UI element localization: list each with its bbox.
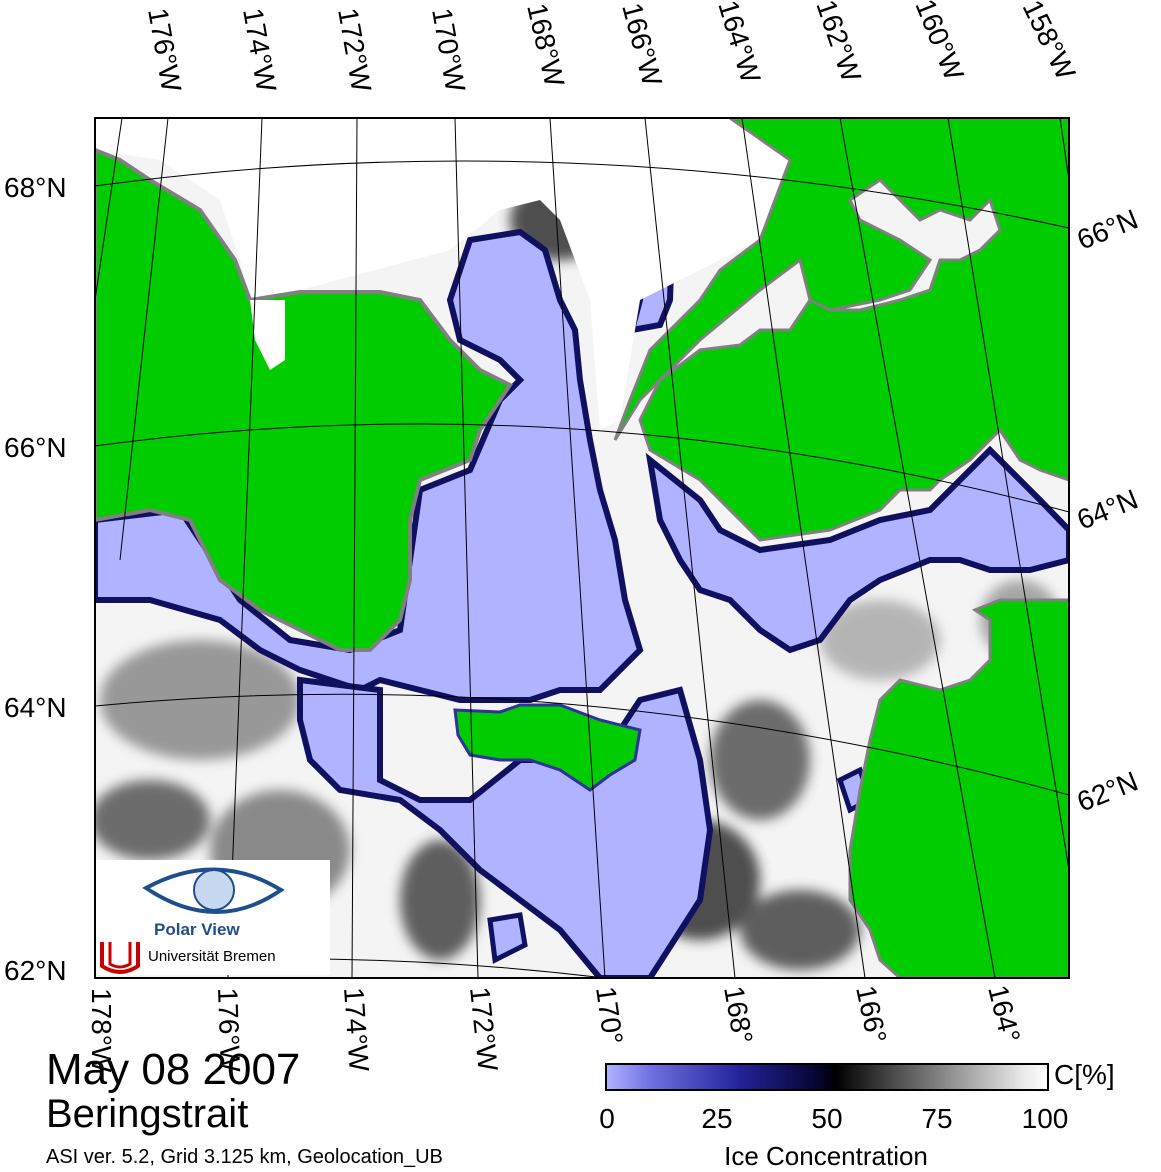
top-lon-label: 158°W xyxy=(1017,0,1082,85)
top-lon-label: 172°W xyxy=(332,6,377,95)
pack-ice-north xyxy=(95,118,790,430)
land-chukotka xyxy=(95,147,513,652)
top-lon-label: 176°W xyxy=(142,6,187,95)
bottom-lon-label: 166° xyxy=(850,983,892,1046)
left-lat-label: 66°N xyxy=(4,432,67,463)
left-lat-label: 64°N xyxy=(4,692,67,723)
right-lat-label: 64°N xyxy=(1073,483,1143,535)
colorbar-tick: 75 xyxy=(921,1103,953,1134)
colorbar-title: Ice Concentration xyxy=(724,1141,928,1171)
land-yukon-delta xyxy=(848,598,1069,978)
bottom-lon-label: 178°W xyxy=(86,988,117,1073)
top-lon-label: 164°W xyxy=(712,0,766,87)
map-metadata: ASI ver. 5.2, Grid 3.125 km, Geolocation… xyxy=(46,1146,443,1168)
ice-inlet-chukotka xyxy=(250,300,285,370)
top-lon-label: 168°W xyxy=(521,0,570,90)
logo-title: Polar View xyxy=(154,920,240,939)
land-st-lawrence-island xyxy=(453,703,642,792)
colorbar-tick: 25 xyxy=(701,1103,733,1134)
right-lat-label: 66°N xyxy=(1073,203,1143,255)
top-lon-label: 160°W xyxy=(909,0,970,85)
colorbar-tick: 100 xyxy=(1021,1103,1069,1134)
left-lat-label: 68°N xyxy=(4,172,67,203)
bottom-lon-label: 172°W xyxy=(464,985,504,1073)
land-alaska xyxy=(613,118,1069,542)
colorbar-tick: 50 xyxy=(811,1103,843,1134)
bottom-lon-label: 170° xyxy=(590,985,629,1047)
bottom-lon-label: 168° xyxy=(718,984,759,1046)
map-frame xyxy=(94,117,1070,979)
top-lon-label: 162°W xyxy=(810,0,867,86)
map-date: May 08 2007 xyxy=(46,1045,301,1094)
right-latitude-labels: 66°N 64°N 62°N xyxy=(1073,203,1143,817)
polar-view-logo: Polar View Universität Bremen xyxy=(96,860,330,975)
bottom-lon-label: 176°W xyxy=(212,987,246,1073)
top-lon-label: 174°W xyxy=(237,6,282,95)
colorbar-unit: C[%] xyxy=(1054,1059,1115,1090)
top-lon-label: 166°W xyxy=(616,0,668,90)
map-region: Beringstrait xyxy=(46,1092,249,1136)
bottom-lon-label: 164° xyxy=(982,982,1026,1046)
top-longitude-labels: 176°W 174°W 172°W 170°W 168°W 166°W 164°… xyxy=(142,0,1082,95)
left-latitude-labels: 68°N 66°N 64°N 62°N xyxy=(4,172,67,986)
colorbar xyxy=(605,1063,1049,1091)
left-lat-label: 62°N xyxy=(4,955,67,986)
logo-institution: Universität Bremen xyxy=(148,948,276,965)
bottom-lon-label: 174°W xyxy=(338,986,375,1073)
eye-globe-icon xyxy=(100,867,285,974)
right-lat-label: 62°N xyxy=(1073,765,1143,817)
top-lon-label: 170°W xyxy=(426,6,471,95)
colorbar-tick: 0 xyxy=(599,1103,615,1134)
